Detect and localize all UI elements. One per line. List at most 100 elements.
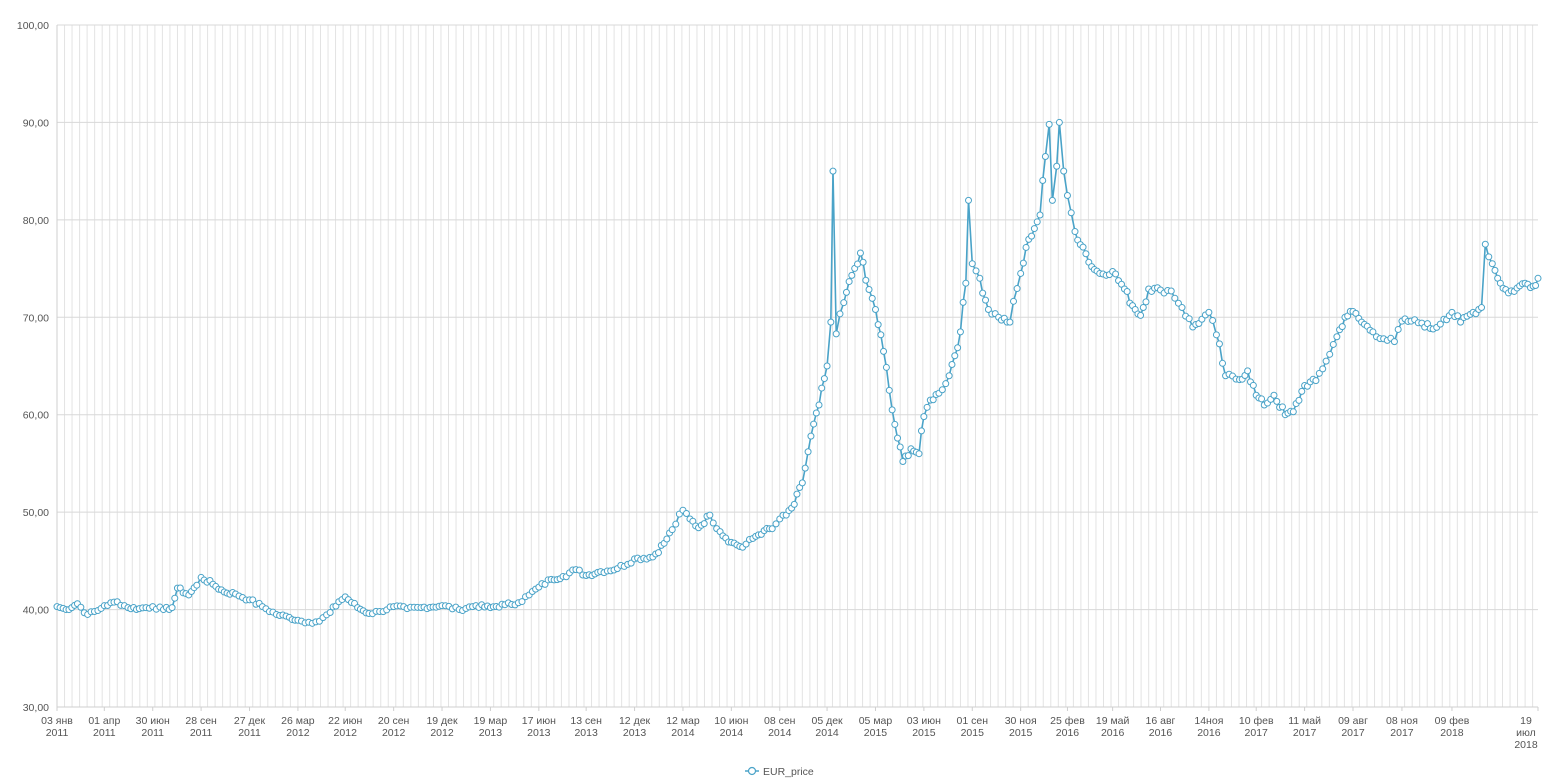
x-tick-label: 2013 bbox=[623, 727, 647, 739]
x-tick-label: 2011 bbox=[46, 727, 69, 739]
x-tick-label: 2012 bbox=[430, 727, 454, 739]
data-point bbox=[1048, 196, 1056, 204]
x-tick-label: 20 сен bbox=[378, 715, 410, 727]
data-point bbox=[836, 310, 844, 318]
data-point bbox=[193, 581, 201, 589]
x-tick-label: 2017 bbox=[1293, 727, 1317, 739]
vertical-gridlines bbox=[56, 25, 1534, 707]
x-tick-label: 16 авг bbox=[1146, 715, 1176, 727]
y-tick-label: 40,00 bbox=[23, 605, 49, 617]
data-point bbox=[1273, 397, 1281, 405]
data-point bbox=[1167, 287, 1175, 295]
data-point bbox=[1534, 274, 1542, 282]
x-tick-label: 2015 bbox=[864, 727, 888, 739]
x-tick-label: 09 авг bbox=[1338, 715, 1368, 727]
x-tick-label: 19 май bbox=[1096, 715, 1130, 727]
data-point bbox=[888, 406, 896, 414]
x-tick-label: 2015 bbox=[961, 727, 985, 739]
data-point bbox=[1055, 118, 1063, 126]
x-tick-label: 2012 bbox=[286, 727, 310, 739]
data-point bbox=[168, 604, 176, 612]
data-point bbox=[1457, 318, 1465, 326]
x-tick-label: 2016 bbox=[1056, 727, 1080, 739]
data-point bbox=[575, 566, 583, 574]
x-tick-label: 2011 bbox=[141, 727, 164, 739]
data-point bbox=[942, 380, 950, 388]
data-point bbox=[1295, 396, 1303, 404]
x-tick-label: 12 мар bbox=[666, 715, 700, 727]
y-tick-label: 30,00 bbox=[23, 702, 49, 714]
data-point bbox=[1270, 391, 1278, 399]
data-point bbox=[1319, 365, 1327, 373]
x-tick-label: 2014 bbox=[671, 727, 695, 739]
data-point bbox=[1033, 218, 1041, 226]
data-point bbox=[1454, 312, 1462, 320]
y-tick-label: 50,00 bbox=[23, 507, 49, 519]
data-point bbox=[1019, 259, 1027, 267]
x-tick-label: 08 ноя bbox=[1386, 715, 1418, 727]
data-point bbox=[899, 457, 907, 465]
data-point bbox=[1532, 282, 1540, 290]
data-point bbox=[979, 289, 987, 297]
x-tick-label: 22 июн bbox=[328, 715, 362, 727]
data-point bbox=[1485, 253, 1493, 261]
x-tick-label: 05 дек bbox=[811, 715, 843, 727]
x-tick-label: 2015 bbox=[912, 727, 936, 739]
data-point bbox=[1039, 177, 1047, 185]
data-point bbox=[938, 386, 946, 394]
x-tick-label: 25 фев bbox=[1050, 715, 1085, 727]
x-tick-label: 2018 bbox=[1440, 727, 1464, 739]
x-tick-label: 28 сен bbox=[185, 715, 217, 727]
data-point bbox=[1142, 298, 1150, 306]
data-point bbox=[700, 520, 708, 528]
x-tick-label: 19 bbox=[1520, 715, 1532, 727]
data-point bbox=[1390, 338, 1398, 346]
x-tick-label: 2017 bbox=[1245, 727, 1269, 739]
x-tick-label: 30 ноя bbox=[1005, 715, 1037, 727]
data-point bbox=[1249, 381, 1257, 389]
data-point bbox=[1010, 297, 1017, 305]
data-point bbox=[790, 500, 798, 508]
x-tick-label: 2014 bbox=[815, 727, 839, 739]
data-point bbox=[1333, 333, 1341, 341]
data-point bbox=[1013, 285, 1021, 293]
x-tick-label: 10 фев bbox=[1239, 715, 1274, 727]
data-point bbox=[654, 549, 662, 557]
x-tick-label: 2016 bbox=[1197, 727, 1221, 739]
data-point bbox=[915, 450, 923, 458]
data-point bbox=[1139, 304, 1147, 312]
x-tick-label: 26 мар bbox=[281, 715, 315, 727]
x-tick-label: 2018 bbox=[1514, 739, 1538, 751]
x-tick-label: 08 сен bbox=[764, 715, 796, 727]
data-point bbox=[1178, 304, 1186, 312]
data-point bbox=[896, 443, 904, 451]
legend[interactable]: EUR_price bbox=[745, 766, 814, 778]
data-point bbox=[1079, 243, 1087, 251]
data-point bbox=[1053, 162, 1061, 170]
data-point bbox=[798, 479, 806, 487]
x-tick-label: 2011 bbox=[238, 727, 261, 739]
data-point bbox=[862, 276, 870, 284]
data-point bbox=[1289, 408, 1297, 416]
data-point bbox=[518, 598, 526, 606]
x-tick-label: 2017 bbox=[1341, 727, 1365, 739]
data-point bbox=[1123, 287, 1131, 295]
data-point bbox=[682, 510, 690, 517]
x-tick-label: 01 сен bbox=[957, 715, 989, 727]
x-tick-label: 2017 bbox=[1390, 727, 1414, 739]
data-point bbox=[1071, 228, 1079, 236]
data-point bbox=[1030, 225, 1038, 233]
data-point bbox=[984, 305, 992, 313]
data-point bbox=[1215, 340, 1223, 348]
x-tick-label: 14ноя bbox=[1194, 715, 1223, 727]
data-point bbox=[1219, 359, 1227, 367]
data-point bbox=[709, 519, 717, 527]
y-tick-label: 100,00 bbox=[17, 20, 49, 32]
data-point bbox=[810, 420, 818, 428]
data-point bbox=[1137, 311, 1145, 319]
data-point bbox=[874, 321, 882, 329]
data-point bbox=[829, 167, 837, 175]
x-tick-label: 2011 bbox=[190, 727, 213, 739]
y-tick-label: 60,00 bbox=[23, 410, 49, 422]
